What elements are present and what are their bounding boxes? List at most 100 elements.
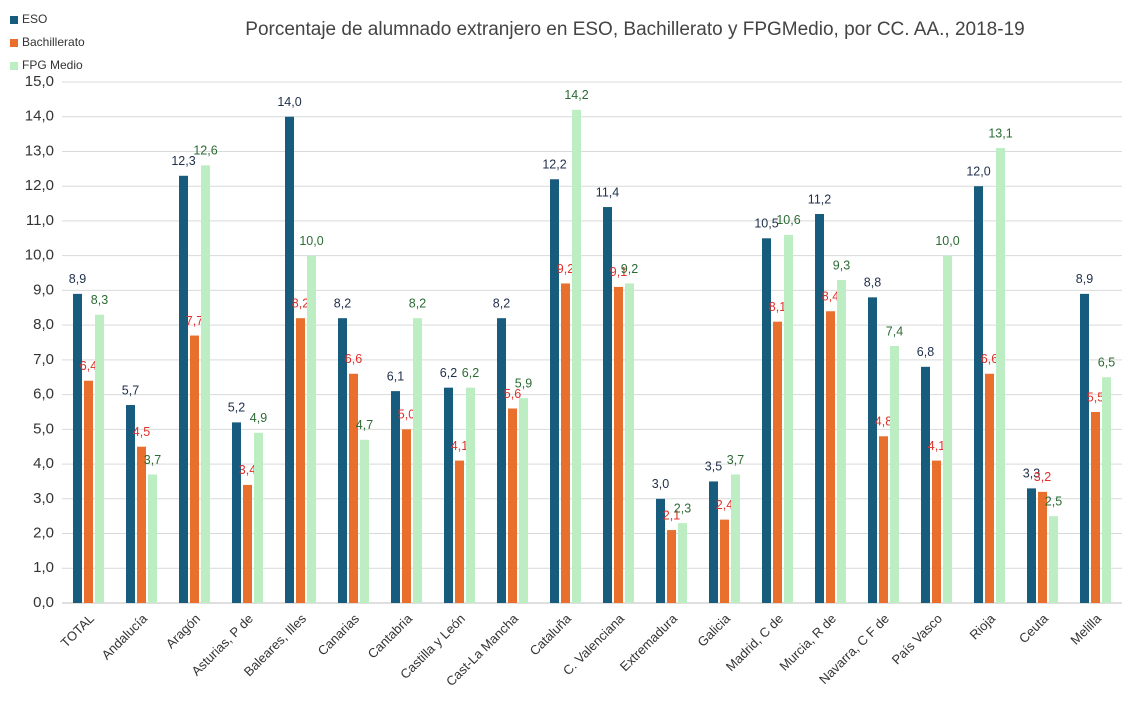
bar — [550, 179, 559, 603]
bar — [603, 207, 612, 604]
y-tick-label: 6,0 — [33, 386, 54, 403]
value-label: 6,5 — [1098, 356, 1115, 370]
value-label: 6,6 — [345, 352, 362, 366]
value-label: 8,4 — [822, 290, 839, 304]
value-label: 14,2 — [564, 88, 588, 102]
y-tick-label: 11,0 — [26, 212, 54, 229]
value-label: 3,2 — [1034, 470, 1051, 484]
value-label: 10,5 — [754, 217, 778, 231]
bar — [837, 279, 846, 603]
bar — [561, 283, 570, 603]
y-tick-label: 8,0 — [33, 316, 54, 333]
y-tick-label: 4,0 — [33, 455, 54, 472]
bar — [996, 147, 1005, 603]
bar — [391, 391, 400, 603]
bar — [720, 519, 729, 603]
legend-label: Bachillerato — [22, 35, 85, 49]
bar — [614, 286, 623, 603]
value-label: 7,4 — [886, 324, 903, 338]
value-label: 6,2 — [462, 366, 479, 380]
bar — [455, 460, 464, 603]
bar — [243, 484, 252, 603]
x-tick-label: País Vasco — [889, 611, 945, 667]
value-label: 6,6 — [981, 352, 998, 366]
value-label: 3,7 — [727, 453, 744, 467]
x-tick-label: Cantabria — [365, 610, 416, 661]
value-label: 10,6 — [776, 213, 800, 227]
bar — [678, 523, 687, 603]
bar — [73, 293, 82, 603]
bar — [709, 481, 718, 603]
value-label: 12,3 — [171, 154, 195, 168]
bar — [625, 283, 634, 603]
bar — [444, 387, 453, 603]
bar — [413, 318, 422, 603]
value-label: 2,4 — [716, 498, 733, 512]
value-label: 12,2 — [542, 158, 566, 172]
x-tick-label: Madrid, C de — [723, 611, 786, 674]
value-label: 5,7 — [122, 383, 139, 397]
y-tick-label: 1,0 — [33, 559, 54, 576]
value-label: 11,2 — [808, 192, 831, 206]
y-tick-label: 13,0 — [25, 142, 54, 159]
value-label: 4,1 — [451, 439, 468, 453]
x-tick-label: Cataluña — [527, 610, 575, 658]
bar — [932, 460, 941, 603]
bar — [826, 311, 835, 603]
bar — [773, 321, 782, 603]
bar — [985, 373, 994, 603]
value-label: 12,6 — [193, 144, 217, 158]
value-label: 8,2 — [493, 296, 510, 310]
x-tick-label: Aragón — [163, 611, 203, 651]
value-label: 8,9 — [1076, 272, 1093, 286]
bar — [868, 297, 877, 603]
value-label: 10,0 — [299, 234, 323, 248]
bar — [943, 255, 952, 603]
value-label: 13,1 — [988, 126, 1012, 140]
y-tick-label: 7,0 — [33, 351, 54, 368]
value-label: 7,7 — [186, 314, 203, 328]
value-label: 3,0 — [652, 477, 669, 491]
bar — [1102, 377, 1111, 603]
value-label: 4,8 — [875, 415, 892, 429]
bar — [402, 429, 411, 603]
bar — [974, 186, 983, 603]
x-tick-label: Melilla — [1067, 610, 1104, 647]
value-label: 5,5 — [1087, 390, 1104, 404]
bar — [232, 422, 241, 603]
bar — [508, 408, 517, 603]
value-label: 11,4 — [596, 185, 619, 199]
value-label: 4,7 — [356, 418, 373, 432]
bar — [784, 234, 793, 603]
value-label: 2,3 — [674, 501, 691, 515]
y-tick-label: 3,0 — [33, 490, 54, 507]
y-tick-label: 12,0 — [25, 177, 54, 194]
bar — [572, 109, 581, 603]
value-label: 3,7 — [144, 453, 161, 467]
bar — [179, 175, 188, 603]
value-label: 8,2 — [409, 296, 426, 310]
value-label: 5,2 — [228, 401, 245, 415]
value-label: 5,6 — [504, 387, 521, 401]
x-tick-label: TOTAL — [58, 611, 97, 650]
bar — [1080, 293, 1089, 603]
value-label: 9,2 — [557, 262, 574, 276]
bar — [1091, 411, 1100, 603]
bar — [148, 474, 157, 603]
value-label: 4,5 — [133, 425, 150, 439]
bar — [879, 436, 888, 603]
bar — [762, 238, 771, 604]
y-tick-label: 14,0 — [25, 108, 54, 125]
x-tick-label: Andalucía — [99, 610, 151, 662]
value-label: 8,1 — [769, 300, 786, 314]
value-label: 9,1 — [610, 265, 627, 279]
bar — [1027, 488, 1036, 603]
value-label: 9,3 — [833, 258, 850, 272]
bar — [921, 366, 930, 603]
value-label: 9,2 — [621, 262, 638, 276]
y-tick-label: 5,0 — [33, 420, 54, 437]
bar — [349, 373, 358, 603]
value-label: 6,4 — [80, 359, 97, 373]
bar — [815, 213, 824, 603]
